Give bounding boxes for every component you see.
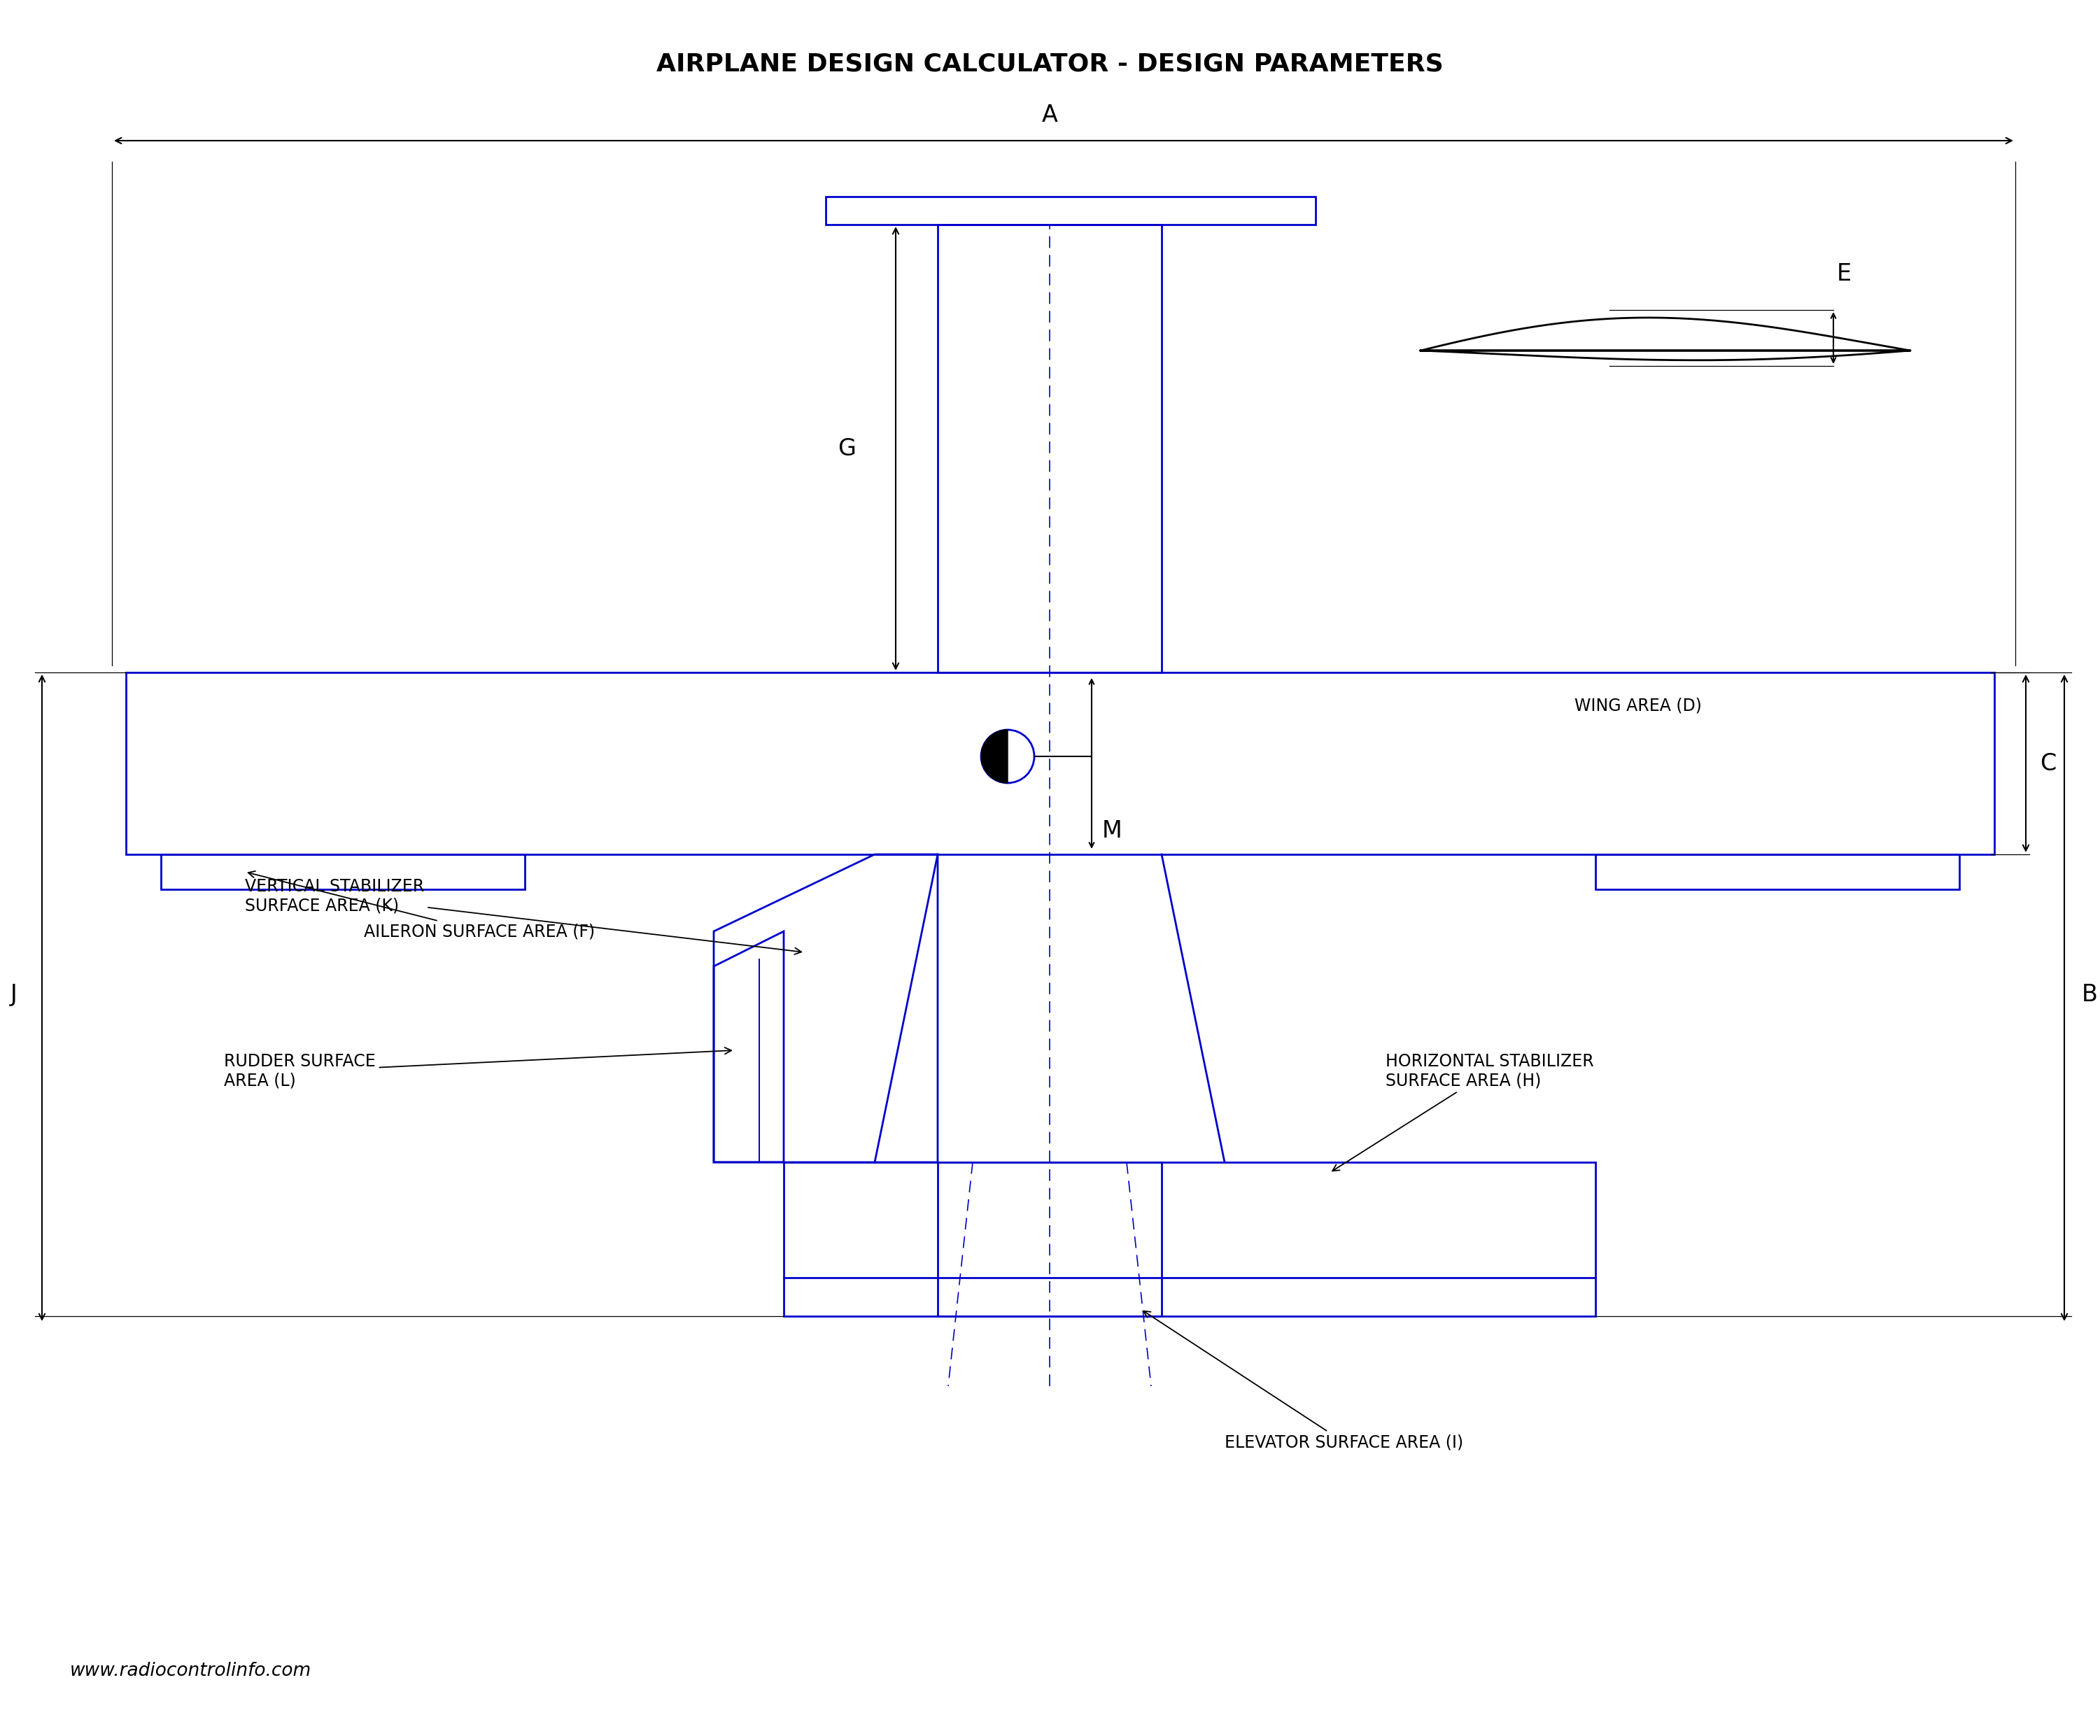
Text: RUDDER SURFACE
AREA (L): RUDDER SURFACE AREA (L): [225, 1047, 731, 1090]
Text: HORIZONTAL STABILIZER
SURFACE AREA (H): HORIZONTAL STABILIZER SURFACE AREA (H): [1331, 1054, 1594, 1170]
Text: AILERON SURFACE AREA (F): AILERON SURFACE AREA (F): [248, 871, 594, 939]
Text: B: B: [2081, 983, 2098, 1005]
Text: A: A: [1042, 104, 1058, 127]
Text: WING AREA (D): WING AREA (D): [1575, 696, 1701, 713]
Text: G: G: [838, 437, 857, 460]
Polygon shape: [981, 729, 1008, 783]
Text: AIRPLANE DESIGN CALCULATOR - DESIGN PARAMETERS: AIRPLANE DESIGN CALCULATOR - DESIGN PARA…: [655, 52, 1443, 76]
Text: E: E: [1838, 262, 1852, 285]
Text: J: J: [10, 983, 17, 1005]
Text: M: M: [1102, 819, 1121, 842]
Text: ELEVATOR SURFACE AREA (I): ELEVATOR SURFACE AREA (I): [1142, 1311, 1464, 1451]
Text: C: C: [2039, 752, 2056, 774]
Text: VERTICAL STABILIZER
SURFACE AREA (K): VERTICAL STABILIZER SURFACE AREA (K): [246, 878, 802, 955]
Text: www.radiocontrolinfo.com: www.radiocontrolinfo.com: [69, 1661, 311, 1680]
